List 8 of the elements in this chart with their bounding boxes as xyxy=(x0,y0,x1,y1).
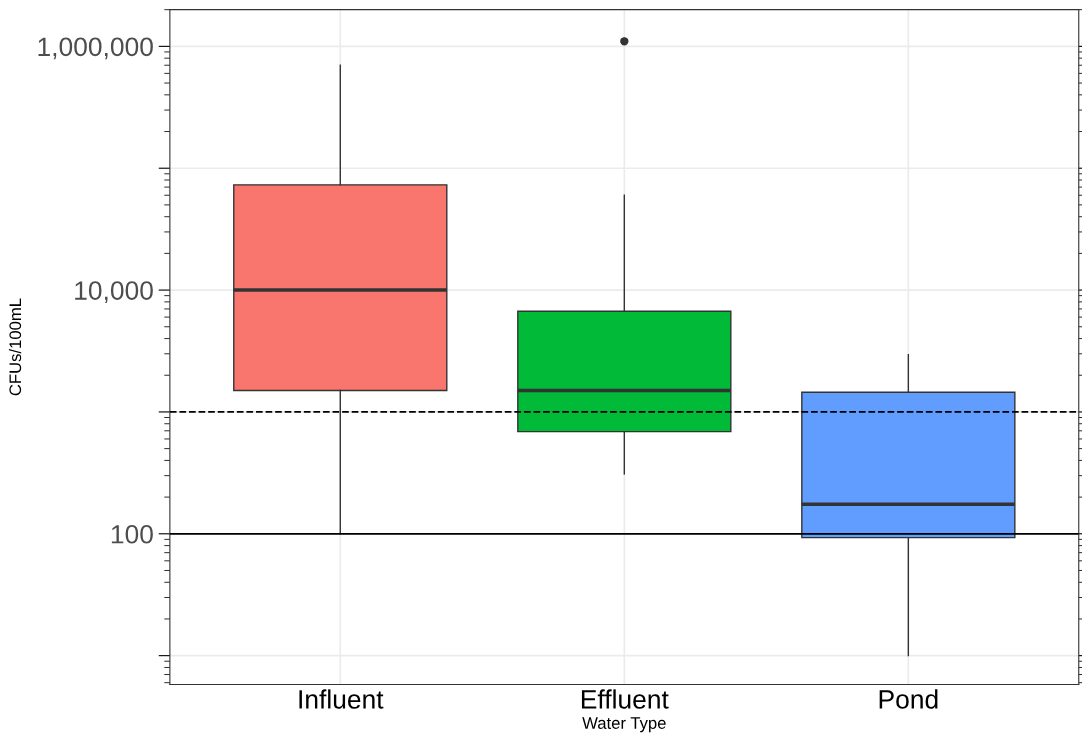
x-tick-label: Influent xyxy=(299,689,384,709)
y-axis-title: CFUs/100mL xyxy=(8,298,22,396)
y-tick-label: 100 xyxy=(111,524,153,544)
x-tick-label: Pond xyxy=(879,689,938,709)
y-tick-label: 1,000,000 xyxy=(38,37,153,60)
x-axis-title: Water Type xyxy=(582,717,666,733)
x-tick-label: Effluent xyxy=(581,689,669,709)
y-tick-label: 10,000 xyxy=(75,281,153,304)
